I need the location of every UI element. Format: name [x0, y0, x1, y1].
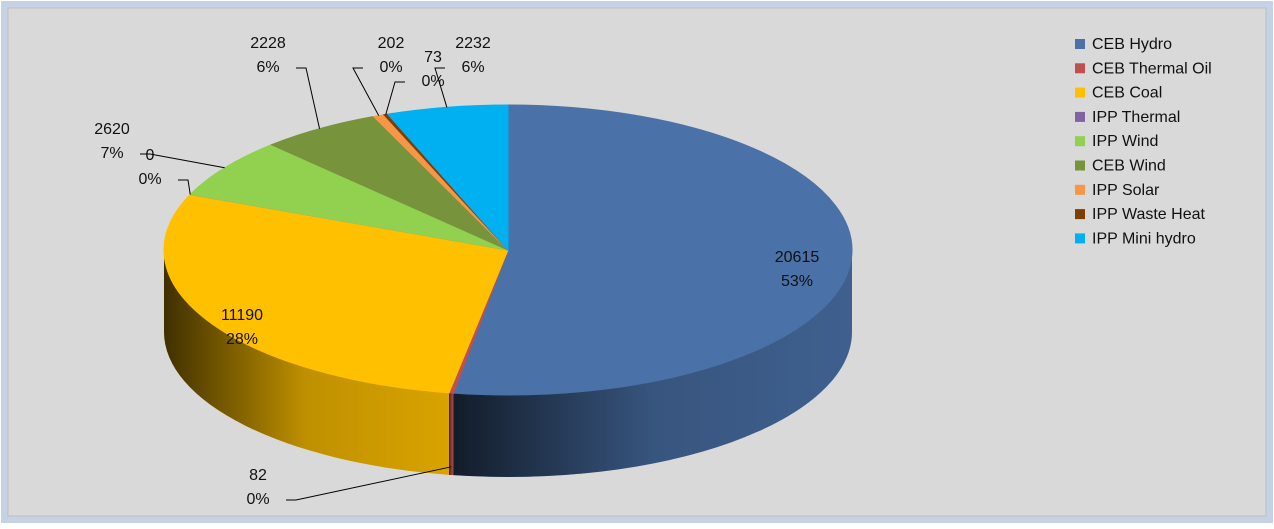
legend-swatch — [1075, 209, 1085, 220]
legend-label: IPP Thermal — [1092, 109, 1180, 126]
tops — [163, 104, 853, 396]
legend-swatch — [1075, 63, 1085, 74]
legend-swatch — [1075, 87, 1085, 98]
percent-label: 0% — [138, 171, 161, 188]
data-label: 82 — [249, 467, 267, 484]
percent-label: 7% — [100, 145, 123, 162]
legend-swatch — [1075, 233, 1085, 244]
percent-label: 28% — [226, 331, 258, 348]
leader-line — [434, 67, 448, 108]
data-label: 202 — [378, 35, 405, 52]
legend-swatch — [1075, 39, 1085, 49]
data-label: 20615 — [775, 249, 820, 266]
legend-swatch — [1075, 136, 1085, 147]
leader-line — [296, 67, 321, 129]
legend-swatch — [1075, 160, 1085, 171]
percent-label: 0% — [421, 73, 444, 90]
data-label: 2228 — [250, 35, 286, 52]
slice — [452, 104, 853, 396]
slice-side-shade — [453, 250, 852, 477]
data-label: 0 — [146, 147, 155, 164]
percent-label: 6% — [256, 59, 279, 76]
data-label: 73 — [424, 49, 442, 66]
leader-line — [385, 81, 405, 115]
data-label: 2232 — [455, 35, 491, 52]
data-label: 2620 — [94, 121, 130, 138]
data-label: 11190 — [221, 307, 263, 324]
percent-label: 6% — [461, 59, 484, 76]
legend-label: CEB Wind — [1092, 158, 1166, 175]
leader-line — [352, 67, 380, 116]
leader-line — [178, 179, 191, 195]
legend-label: IPP Wind — [1092, 133, 1158, 150]
percent-label: 53% — [781, 273, 813, 290]
legend-label: IPP Mini hydro — [1092, 230, 1196, 247]
labels: 20615 53% 82 0% 11190 28% 0 0% 2620 7% 2228 6% 202 0%… — [94, 35, 819, 508]
slice — [163, 193, 509, 394]
legend-label: IPP Waste Heat — [1092, 206, 1205, 223]
leader-line — [140, 153, 225, 169]
legend-label: CEB Hydro — [1092, 36, 1172, 53]
legend-label: CEB Thermal Oil — [1092, 60, 1212, 77]
legend-swatch — [1075, 184, 1085, 195]
percent-label: 0% — [379, 59, 402, 76]
slice-side-shade — [449, 392, 454, 476]
legend-label: IPP Solar — [1092, 182, 1160, 199]
slice — [189, 144, 509, 251]
legend: CEB Hydro CEB Thermal Oil CEB Coal IPP Ther… — [1075, 36, 1212, 247]
legend-label: CEB Coal — [1092, 85, 1162, 102]
legend-swatch — [1075, 111, 1085, 122]
percent-label: 0% — [246, 491, 269, 508]
leader-line — [286, 466, 452, 501]
slice-side-shade — [164, 250, 450, 475]
sides — [164, 250, 852, 477]
